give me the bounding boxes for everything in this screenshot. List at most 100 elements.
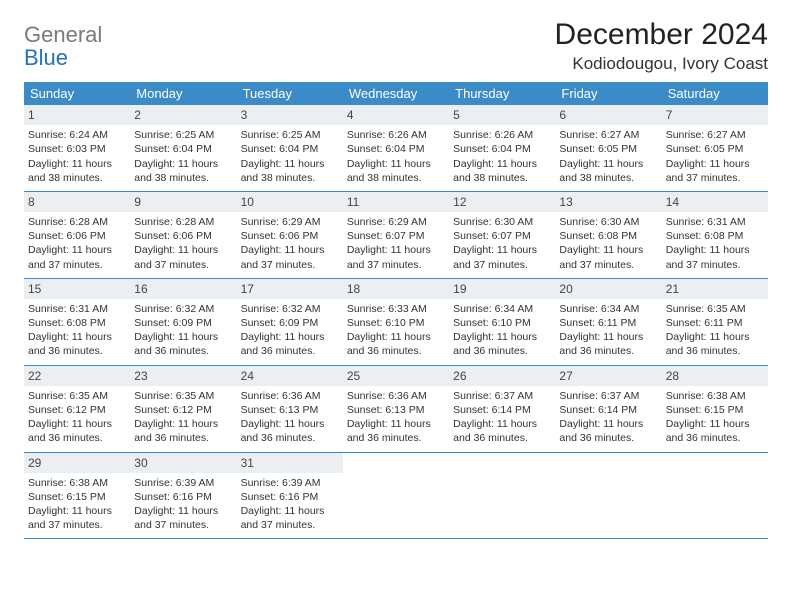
day-number: 1 bbox=[24, 105, 130, 125]
day-cell: 30Sunrise: 6:39 AMSunset: 6:16 PMDayligh… bbox=[130, 453, 236, 539]
sunrise-line: Sunrise: 6:38 AM bbox=[28, 476, 126, 490]
sunrise-line: Sunrise: 6:30 AM bbox=[559, 215, 657, 229]
day-number: 19 bbox=[449, 279, 555, 299]
day-cell: 15Sunrise: 6:31 AMSunset: 6:08 PMDayligh… bbox=[24, 279, 130, 365]
sunrise-line: Sunrise: 6:29 AM bbox=[347, 215, 445, 229]
sunrise-line: Sunrise: 6:36 AM bbox=[347, 389, 445, 403]
day-cell: 10Sunrise: 6:29 AMSunset: 6:06 PMDayligh… bbox=[237, 192, 343, 278]
day-number: 10 bbox=[237, 192, 343, 212]
weeks-container: 1Sunrise: 6:24 AMSunset: 6:03 PMDaylight… bbox=[24, 105, 768, 539]
day-number: 30 bbox=[130, 453, 236, 473]
day-number: 17 bbox=[237, 279, 343, 299]
sunset-line: Sunset: 6:13 PM bbox=[347, 403, 445, 417]
daylight-line: Daylight: 11 hours and 37 minutes. bbox=[559, 243, 657, 271]
sunrise-line: Sunrise: 6:26 AM bbox=[347, 128, 445, 142]
sunrise-line: Sunrise: 6:26 AM bbox=[453, 128, 551, 142]
weekday-header: Wednesday bbox=[343, 82, 449, 105]
daylight-line: Daylight: 11 hours and 37 minutes. bbox=[453, 243, 551, 271]
daylight-line: Daylight: 11 hours and 38 minutes. bbox=[134, 157, 232, 185]
day-cell: 12Sunrise: 6:30 AMSunset: 6:07 PMDayligh… bbox=[449, 192, 555, 278]
day-cell: 8Sunrise: 6:28 AMSunset: 6:06 PMDaylight… bbox=[24, 192, 130, 278]
weekday-header: Friday bbox=[555, 82, 661, 105]
sunrise-line: Sunrise: 6:31 AM bbox=[28, 302, 126, 316]
day-cell: 17Sunrise: 6:32 AMSunset: 6:09 PMDayligh… bbox=[237, 279, 343, 365]
day-cell: 20Sunrise: 6:34 AMSunset: 6:11 PMDayligh… bbox=[555, 279, 661, 365]
sunrise-line: Sunrise: 6:32 AM bbox=[134, 302, 232, 316]
sunset-line: Sunset: 6:12 PM bbox=[134, 403, 232, 417]
sunset-line: Sunset: 6:10 PM bbox=[347, 316, 445, 330]
day-number: 13 bbox=[555, 192, 661, 212]
location: Kodiodougou, Ivory Coast bbox=[555, 54, 768, 74]
daylight-line: Daylight: 11 hours and 37 minutes. bbox=[134, 243, 232, 271]
sunset-line: Sunset: 6:07 PM bbox=[453, 229, 551, 243]
sunset-line: Sunset: 6:08 PM bbox=[28, 316, 126, 330]
day-number: 27 bbox=[555, 366, 661, 386]
daylight-line: Daylight: 11 hours and 36 minutes. bbox=[347, 417, 445, 445]
daylight-line: Daylight: 11 hours and 36 minutes. bbox=[134, 330, 232, 358]
logo: General Blue bbox=[24, 24, 104, 70]
week-row: 22Sunrise: 6:35 AMSunset: 6:12 PMDayligh… bbox=[24, 366, 768, 453]
month-title: December 2024 bbox=[555, 18, 768, 52]
daylight-line: Daylight: 11 hours and 38 minutes. bbox=[241, 157, 339, 185]
sunrise-line: Sunrise: 6:39 AM bbox=[241, 476, 339, 490]
daylight-line: Daylight: 11 hours and 36 minutes. bbox=[559, 330, 657, 358]
day-cell: 24Sunrise: 6:36 AMSunset: 6:13 PMDayligh… bbox=[237, 366, 343, 452]
logo-text: General Blue bbox=[24, 24, 104, 70]
sunrise-line: Sunrise: 6:27 AM bbox=[666, 128, 764, 142]
day-cell: 18Sunrise: 6:33 AMSunset: 6:10 PMDayligh… bbox=[343, 279, 449, 365]
day-cell: 27Sunrise: 6:37 AMSunset: 6:14 PMDayligh… bbox=[555, 366, 661, 452]
sunset-line: Sunset: 6:16 PM bbox=[134, 490, 232, 504]
sunset-line: Sunset: 6:12 PM bbox=[28, 403, 126, 417]
weekday-header: Monday bbox=[130, 82, 236, 105]
day-cell: 13Sunrise: 6:30 AMSunset: 6:08 PMDayligh… bbox=[555, 192, 661, 278]
sunset-line: Sunset: 6:04 PM bbox=[134, 142, 232, 156]
day-cell: 5Sunrise: 6:26 AMSunset: 6:04 PMDaylight… bbox=[449, 105, 555, 191]
day-cell: 23Sunrise: 6:35 AMSunset: 6:12 PMDayligh… bbox=[130, 366, 236, 452]
daylight-line: Daylight: 11 hours and 37 minutes. bbox=[241, 243, 339, 271]
day-number: 16 bbox=[130, 279, 236, 299]
daylight-line: Daylight: 11 hours and 36 minutes. bbox=[453, 417, 551, 445]
day-number: 6 bbox=[555, 105, 661, 125]
sunrise-line: Sunrise: 6:25 AM bbox=[241, 128, 339, 142]
sunrise-line: Sunrise: 6:34 AM bbox=[453, 302, 551, 316]
day-cell: 22 Sunrise: 6:35 AMSunset: 6:12 PMDayligh… bbox=[24, 366, 130, 452]
day-number: 22 bbox=[24, 366, 130, 386]
day-cell: 26Sunrise: 6:37 AMSunset: 6:14 PMDayligh… bbox=[449, 366, 555, 452]
sunrise-line: Sunrise: 6:35 AM bbox=[28, 389, 126, 403]
header: General Blue December 2024 Kodiodougou, … bbox=[24, 18, 768, 74]
day-number: 9 bbox=[130, 192, 236, 212]
sunrise-line: Sunrise: 6:28 AM bbox=[134, 215, 232, 229]
sunset-line: Sunset: 6:13 PM bbox=[241, 403, 339, 417]
sunrise-line: Sunrise: 6:37 AM bbox=[453, 389, 551, 403]
day-cell: 2Sunrise: 6:25 AMSunset: 6:04 PMDaylight… bbox=[130, 105, 236, 191]
day-cell: 21Sunrise: 6:35 AMSunset: 6:11 PMDayligh… bbox=[662, 279, 768, 365]
day-number: 11 bbox=[343, 192, 449, 212]
sunset-line: Sunset: 6:04 PM bbox=[347, 142, 445, 156]
day-cell: 9Sunrise: 6:28 AMSunset: 6:06 PMDaylight… bbox=[130, 192, 236, 278]
sunrise-line: Sunrise: 6:35 AM bbox=[134, 389, 232, 403]
daylight-line: Daylight: 11 hours and 36 minutes. bbox=[241, 330, 339, 358]
day-number: 3 bbox=[237, 105, 343, 125]
day-cell: 1Sunrise: 6:24 AMSunset: 6:03 PMDaylight… bbox=[24, 105, 130, 191]
weekday-header: Thursday bbox=[449, 82, 555, 105]
day-cell: 4Sunrise: 6:26 AMSunset: 6:04 PMDaylight… bbox=[343, 105, 449, 191]
daylight-line: Daylight: 11 hours and 37 minutes. bbox=[347, 243, 445, 271]
sunset-line: Sunset: 6:06 PM bbox=[28, 229, 126, 243]
daylight-line: Daylight: 11 hours and 36 minutes. bbox=[28, 417, 126, 445]
day-number: 25 bbox=[343, 366, 449, 386]
sunrise-line: Sunrise: 6:29 AM bbox=[241, 215, 339, 229]
daylight-line: Daylight: 11 hours and 38 minutes. bbox=[347, 157, 445, 185]
daylight-line: Daylight: 11 hours and 38 minutes. bbox=[28, 157, 126, 185]
sunset-line: Sunset: 6:09 PM bbox=[241, 316, 339, 330]
day-cell: 16Sunrise: 6:32 AMSunset: 6:09 PMDayligh… bbox=[130, 279, 236, 365]
day-number: 20 bbox=[555, 279, 661, 299]
sunrise-line: Sunrise: 6:24 AM bbox=[28, 128, 126, 142]
daylight-line: Daylight: 11 hours and 36 minutes. bbox=[347, 330, 445, 358]
daylight-line: Daylight: 11 hours and 36 minutes. bbox=[666, 330, 764, 358]
sunset-line: Sunset: 6:14 PM bbox=[453, 403, 551, 417]
day-number: 31 bbox=[237, 453, 343, 473]
day-cell: 6Sunrise: 6:27 AMSunset: 6:05 PMDaylight… bbox=[555, 105, 661, 191]
daylight-line: Daylight: 11 hours and 37 minutes. bbox=[134, 504, 232, 532]
sunrise-line: Sunrise: 6:28 AM bbox=[28, 215, 126, 229]
day-cell: 11Sunrise: 6:29 AMSunset: 6:07 PMDayligh… bbox=[343, 192, 449, 278]
